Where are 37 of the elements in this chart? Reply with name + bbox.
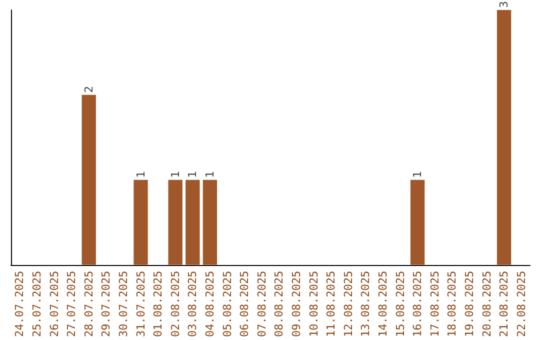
x-tick-label: 19.08.2025: [462, 270, 476, 338]
x-tick-label: 02.08.2025: [168, 270, 182, 338]
x-tick-label: 05.08.2025: [220, 270, 234, 338]
x-tick-label: 24.07.2025: [13, 270, 26, 338]
data-label: 2: [82, 86, 96, 93]
x-tick-label: 09.08.2025: [290, 270, 303, 338]
x-tick-label: 17.08.2025: [428, 270, 442, 338]
x-tick-label: 27.07.2025: [65, 270, 78, 338]
x-tick-label: 04.08.2025: [203, 270, 216, 338]
x-tick-label: 06.08.2025: [238, 270, 252, 338]
data-label: 1: [186, 170, 200, 178]
x-tick-label: 13.08.2025: [359, 270, 372, 338]
data-label: 3: [498, 1, 511, 8]
x-tick-label: 28.07.2025: [82, 270, 96, 338]
x-tick-label: 29.07.2025: [100, 270, 113, 338]
x-tick-label: 21.08.2025: [498, 270, 511, 338]
data-label: 1: [411, 170, 424, 178]
x-tick-label: 25.07.2025: [30, 270, 44, 338]
data-label: 1: [203, 170, 216, 178]
x-tick-label: 03.08.2025: [186, 270, 200, 338]
x-tick-label: 12.08.2025: [342, 270, 355, 338]
x-tick-label: 26.07.2025: [48, 270, 61, 338]
x-tick-label: 14.08.2025: [376, 270, 390, 338]
x-tick-label: 30.07.2025: [116, 270, 130, 338]
x-tick-label: 18.08.2025: [446, 270, 459, 338]
x-tick-label: 10.08.2025: [307, 270, 320, 338]
x-tick-label: 07.08.2025: [255, 270, 268, 338]
data-label: 1: [168, 170, 182, 178]
x-tick-label: 15.08.2025: [394, 270, 407, 338]
x-tick-label: 22.08.2025: [514, 270, 528, 338]
x-tick-label: 01.08.2025: [152, 270, 165, 338]
x-tick-label: 16.08.2025: [411, 270, 424, 338]
x-tick-label: 20.08.2025: [480, 270, 494, 338]
x-tick-label: 31.07.2025: [134, 270, 148, 338]
x-tick-label: 11.08.2025: [324, 270, 338, 338]
data-label: 1: [134, 170, 148, 178]
x-tick-label: 08.08.2025: [272, 270, 286, 338]
